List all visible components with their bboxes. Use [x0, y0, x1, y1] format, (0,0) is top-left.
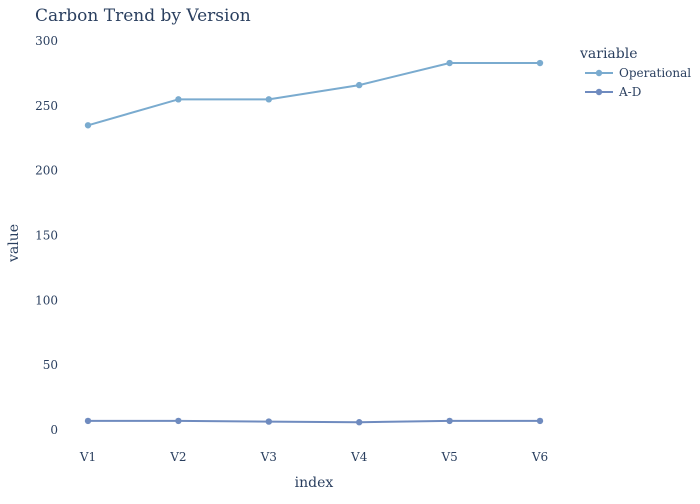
series-a-d [84, 417, 544, 426]
y-tick-label: 200 [35, 164, 58, 178]
legend-item-label: A-D [618, 85, 641, 99]
x-tick-label: V1 [79, 450, 96, 464]
y-tick-label: 50 [43, 358, 58, 372]
y-tick-label: 100 [35, 293, 58, 307]
y-tick-label: 250 [35, 99, 58, 113]
data-point [356, 419, 363, 426]
data-point [446, 59, 453, 67]
y-tick-label: 150 [35, 229, 58, 243]
legend[interactable]: variable Operational A-D [579, 46, 691, 99]
legend-item[interactable]: Operational [585, 66, 691, 80]
y-axis-label: value [6, 224, 22, 263]
x-axis-label: index [295, 475, 334, 491]
chart-title: Carbon Trend by Version [35, 6, 251, 26]
legend-marker-icon [595, 69, 603, 77]
legend-marker-icon [595, 88, 603, 96]
data-point [265, 418, 272, 425]
data-point [446, 417, 453, 425]
series-line [88, 419, 540, 424]
legend-item[interactable]: A-D [585, 85, 641, 99]
data-point [84, 122, 92, 129]
x-tick-label: V4 [350, 450, 368, 464]
series-layer [84, 59, 544, 426]
x-tick-label: V2 [169, 450, 186, 464]
x-tick-label: V5 [440, 450, 457, 464]
series-operational [84, 59, 544, 129]
data-point [175, 96, 182, 103]
x-tick-label: V3 [260, 450, 277, 464]
data-point [356, 81, 363, 89]
y-tick-label: 0 [50, 423, 58, 437]
legend-item-label: Operational [619, 66, 691, 80]
y-axis-ticks: 0 50 100 150 200 250 300 [35, 34, 58, 437]
data-point [84, 417, 92, 425]
data-point [536, 59, 544, 67]
data-point [265, 96, 272, 103]
legend-title: variable [579, 46, 638, 62]
x-tick-label: V6 [531, 450, 548, 464]
series-line [87, 62, 540, 127]
y-tick-label: 300 [35, 34, 58, 48]
x-axis-ticks: V1 V2 V3 V4 V5 V6 [79, 450, 548, 464]
legend-items[interactable]: Operational A-D [585, 66, 691, 99]
data-point [536, 417, 544, 425]
data-point [175, 417, 182, 425]
